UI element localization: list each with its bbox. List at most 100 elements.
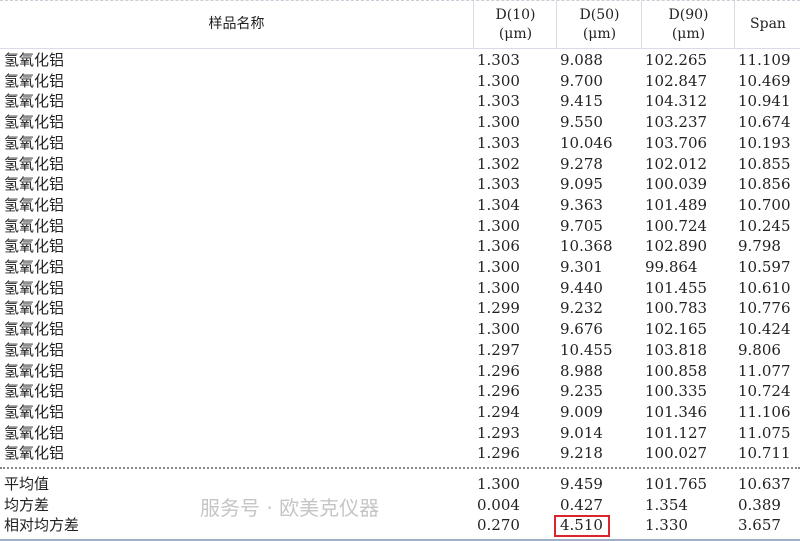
cell-d10: 1.300 bbox=[477, 71, 520, 90]
cell-d50: 9.363 bbox=[560, 195, 603, 214]
cell-span: 10.193 bbox=[738, 133, 791, 152]
cell-d50: 9.550 bbox=[560, 113, 603, 132]
cell-d90: 1.354 bbox=[645, 495, 688, 514]
cell-d10: 1.296 bbox=[477, 444, 520, 463]
cell-span: 10.469 bbox=[738, 71, 791, 90]
table-header: 样品名称 D(10) (μm) D(50) (μm) D(90) (μm) Span bbox=[0, 0, 800, 49]
cell-d50: 9.459 bbox=[560, 475, 603, 493]
cell-span: 10.700 bbox=[738, 195, 791, 214]
cell-span: 11.106 bbox=[738, 402, 791, 421]
cell-d50: 10.455 bbox=[560, 340, 613, 359]
cell-d90: 103.237 bbox=[645, 113, 708, 132]
table-row: 氢氧化铝 1.303 10.046 103.706 10.193 bbox=[0, 133, 800, 154]
cell-d50: 9.095 bbox=[560, 175, 603, 194]
cell-sample-name: 氢氧化铝 bbox=[4, 382, 65, 401]
table-row: 氢氧化铝 1.300 9.705 100.724 10.245 bbox=[0, 216, 800, 237]
table-row: 氢氧化铝 1.304 9.363 101.489 10.700 bbox=[0, 195, 800, 216]
cell-sample-name: 氢氧化铝 bbox=[4, 175, 65, 194]
cell-d50: 9.218 bbox=[560, 444, 603, 463]
cell-span: 10.724 bbox=[738, 382, 791, 401]
cell-d90: 100.027 bbox=[645, 444, 708, 463]
cell-d10: 1.296 bbox=[477, 361, 520, 380]
cell-span: 11.075 bbox=[738, 423, 791, 442]
summary-row: 平均值 1.300 9.459 101.765 10.637 bbox=[0, 474, 800, 495]
cell-span: 10.637 bbox=[738, 475, 791, 493]
table-row: 氢氧化铝 1.293 9.014 101.127 11.075 bbox=[0, 423, 800, 444]
header-d90: D(90) (μm) bbox=[641, 1, 735, 48]
cell-d10: 1.296 bbox=[477, 382, 520, 401]
cell-d90: 102.890 bbox=[645, 237, 708, 256]
cell-d10: 0.004 bbox=[477, 495, 520, 514]
cell-span: 10.597 bbox=[738, 258, 791, 276]
cell-d90: 1.330 bbox=[645, 516, 688, 535]
cell-span: 3.657 bbox=[738, 516, 781, 535]
cell-d90: 102.165 bbox=[645, 320, 708, 339]
table-row: 氢氧化铝 1.300 9.700 102.847 10.469 bbox=[0, 71, 800, 92]
cell-sample-name: 氢氧化铝 bbox=[4, 113, 65, 132]
cell-d90: 101.489 bbox=[645, 195, 708, 214]
header-unit: (μm) bbox=[498, 25, 533, 42]
cell-span: 9.798 bbox=[738, 237, 781, 256]
table-row: 氢氧化铝 1.296 8.988 100.858 11.077 bbox=[0, 361, 800, 382]
cell-span: 0.389 bbox=[738, 495, 781, 514]
cell-span: 10.711 bbox=[738, 444, 791, 463]
cell-d90: 100.039 bbox=[645, 175, 708, 194]
cell-d90: 103.706 bbox=[645, 133, 708, 152]
cell-d90: 100.335 bbox=[645, 382, 708, 401]
cell-sample-name: 氢氧化铝 bbox=[4, 133, 65, 152]
summary-divider bbox=[0, 467, 800, 469]
cell-span: 9.806 bbox=[738, 340, 781, 359]
bottom-border bbox=[0, 539, 800, 541]
cell-sample-name: 氢氧化铝 bbox=[4, 51, 65, 69]
cell-d50: 9.676 bbox=[560, 320, 603, 339]
header-d10: D(10) (μm) bbox=[473, 1, 557, 48]
cell-sample-name: 氢氧化铝 bbox=[4, 216, 65, 235]
cell-d50: 9.705 bbox=[560, 216, 603, 235]
cell-sample-name: 氢氧化铝 bbox=[4, 299, 65, 318]
table-row: 氢氧化铝 1.300 9.550 103.237 10.674 bbox=[0, 112, 800, 133]
cell-d90: 101.346 bbox=[645, 402, 708, 421]
table-row: 氢氧化铝 1.303 9.415 104.312 10.941 bbox=[0, 91, 800, 112]
cell-d10: 1.293 bbox=[477, 423, 520, 442]
cell-sample-name: 氢氧化铝 bbox=[4, 278, 65, 297]
header-label: D(50) bbox=[579, 6, 620, 23]
cell-d50: 9.232 bbox=[560, 299, 603, 318]
summary-row: 相对均方差 0.270 4.510 1.330 3.657 bbox=[0, 515, 800, 536]
cell-sample-name: 氢氧化铝 bbox=[4, 258, 65, 276]
cell-sample-name: 氢氧化铝 bbox=[4, 423, 65, 442]
cell-span: 10.245 bbox=[738, 216, 791, 235]
cell-d90: 101.765 bbox=[645, 475, 708, 493]
cell-d10: 1.297 bbox=[477, 340, 520, 359]
table-row: 氢氧化铝 1.300 9.676 102.165 10.424 bbox=[0, 319, 800, 340]
summary-row: 均方差 0.004 0.427 1.354 0.389 bbox=[0, 495, 800, 516]
header-label: Span bbox=[750, 16, 786, 32]
cell-d50: 9.700 bbox=[560, 71, 603, 90]
table-row: 氢氧化铝 1.303 9.088 102.265 11.109 bbox=[0, 50, 800, 71]
cell-d90: 102.265 bbox=[645, 51, 708, 69]
cell-span: 10.855 bbox=[738, 154, 791, 173]
cell-d10: 1.300 bbox=[477, 216, 520, 235]
cell-d10: 1.302 bbox=[477, 154, 520, 173]
cell-sample-name: 氢氧化铝 bbox=[4, 402, 65, 421]
cell-d50: 10.368 bbox=[560, 237, 613, 256]
cell-d50: 9.009 bbox=[560, 402, 603, 421]
cell-sample-name: 氢氧化铝 bbox=[4, 195, 65, 214]
header-d50: D(50) (μm) bbox=[556, 1, 642, 48]
cell-span: 10.674 bbox=[738, 113, 791, 132]
cell-d50: 9.014 bbox=[560, 423, 603, 442]
cell-span: 10.941 bbox=[738, 92, 791, 111]
cell-d50: 9.088 bbox=[560, 51, 603, 69]
cell-d90: 102.012 bbox=[645, 154, 708, 173]
cell-d10: 1.294 bbox=[477, 402, 520, 421]
cell-d10: 1.300 bbox=[477, 475, 520, 493]
cell-d10: 1.303 bbox=[477, 51, 520, 69]
cell-sample-name: 氢氧化铝 bbox=[4, 361, 65, 380]
cell-d50: 10.046 bbox=[560, 133, 613, 152]
cell-d10: 1.303 bbox=[477, 133, 520, 152]
header-label: 样品名称 bbox=[208, 16, 265, 32]
highlight-box bbox=[554, 515, 610, 537]
cell-sample-name: 氢氧化铝 bbox=[4, 154, 65, 173]
table-row: 氢氧化铝 1.303 9.095 100.039 10.856 bbox=[0, 174, 800, 195]
table-row: 氢氧化铝 1.296 9.218 100.027 10.711 bbox=[0, 443, 800, 464]
cell-span: 10.776 bbox=[738, 299, 791, 318]
